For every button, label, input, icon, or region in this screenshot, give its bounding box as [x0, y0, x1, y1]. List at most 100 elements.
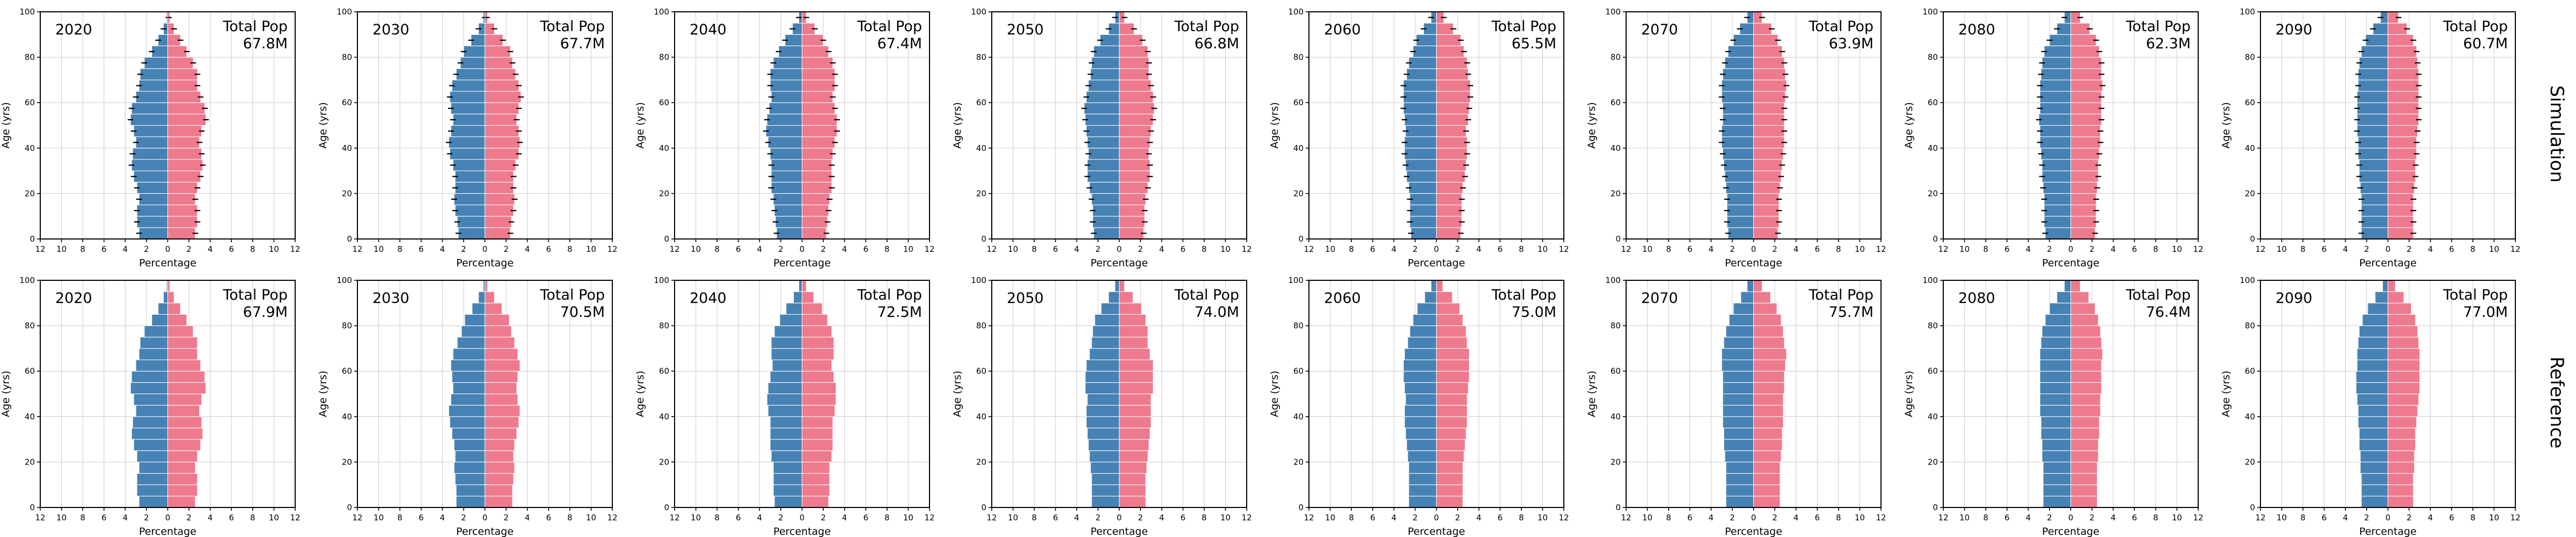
x-tick-label: 10 [586, 513, 596, 523]
x-tick-label: 4 [1476, 244, 1482, 254]
male-bar [1405, 159, 1437, 171]
x-axis-label: Percentage [2359, 257, 2417, 268]
y-tick-label: 0 [664, 234, 669, 244]
male-bar [2358, 148, 2388, 160]
female-bar [485, 45, 511, 58]
male-bar [2043, 182, 2072, 194]
x-tick-label: 4 [2428, 513, 2433, 523]
x-tick-label: 6 [1053, 244, 1058, 254]
male-bar [1408, 484, 1437, 497]
x-tick-label: 8 [80, 244, 85, 254]
male-bar [138, 348, 168, 360]
x-axis-label: Percentage [456, 257, 514, 268]
male-bar [1086, 405, 1119, 417]
total-pop-value: 76.4M [2146, 304, 2191, 321]
male-bar [1404, 136, 1437, 149]
y-axis-label: Age (yrs) [317, 371, 329, 417]
female-bar [167, 325, 194, 338]
pyramid-cell-simulation-2080: 12 10 8 6 4 2 0 2 4 6 8 10 12 0 20 40 60 80 100 Percentage A… [1903, 0, 2220, 268]
male-bar [1404, 148, 1437, 160]
x-tick-label: 4 [757, 244, 763, 254]
female-bar [1119, 193, 1146, 206]
x-tick-label: 2 [503, 244, 509, 254]
female-bar [2070, 325, 2101, 338]
y-tick-label: 40 [659, 412, 669, 422]
x-tick-label: 0 [482, 244, 488, 254]
female-bar [1119, 79, 1152, 92]
x-tick-label: 6 [546, 513, 551, 523]
female-bar [802, 79, 836, 92]
population-pyramid-reference-2030: 12 10 8 6 4 2 0 2 4 6 8 10 12020406080100PercentageA… [317, 275, 618, 537]
x-tick-label: 8 [884, 244, 890, 254]
x-tick-label: 12 [986, 513, 997, 523]
x-tick-label: 2 [821, 244, 826, 254]
y-tick-label: 40 [659, 143, 669, 153]
x-tick-label: 10 [1325, 244, 1335, 254]
female-bar [2388, 79, 2419, 92]
male-bar [2361, 227, 2388, 240]
male-bar [472, 302, 485, 315]
male-bar [452, 382, 486, 395]
female-bar [2070, 461, 2098, 474]
x-tick-label: 4 [2111, 244, 2116, 254]
x-tick-label: 10 [1642, 513, 1652, 523]
male-bar [1733, 34, 1754, 46]
x-tick-label: 10 [1325, 513, 1335, 523]
x-tick-label: 10 [1855, 513, 1865, 523]
x-tick-label: 10 [903, 244, 913, 254]
x-tick-label: 12 [1938, 513, 1948, 523]
x-tick-label: 12 [2510, 513, 2520, 523]
year-label: 2020 [55, 290, 92, 307]
female-bar [1436, 136, 1468, 149]
female-bar [167, 427, 203, 440]
x-tick-label: 8 [1666, 244, 1671, 254]
x-tick-label: 4 [1159, 513, 1165, 523]
x-tick-label: 6 [2004, 244, 2010, 254]
male-bar [799, 280, 802, 292]
y-tick-label: 40 [1928, 412, 1938, 422]
male-bar [140, 68, 169, 81]
female-bar [802, 371, 835, 383]
x-tick-label: 2 [1138, 513, 1143, 523]
male-bar [464, 314, 485, 326]
x-axis-label: Percentage [1091, 526, 1148, 537]
female-bar [1753, 427, 1783, 440]
female-bar [1119, 125, 1152, 137]
pyramid-cell-reference-2080: 12 10 8 6 4 2 0 2 4 6 8 10 12 0 20 40 60 80 100 Percentage A… [1903, 268, 2220, 537]
y-tick-label: 20 [1293, 188, 1304, 198]
y-tick-label: 100 [2240, 275, 2255, 285]
female-bar [802, 102, 836, 114]
y-tick-label: 0 [347, 503, 352, 512]
female-bar [2388, 91, 2419, 103]
female-bar [167, 159, 203, 171]
female-bar [802, 34, 824, 46]
male-bar [1408, 57, 1437, 69]
x-tick-label: 12 [924, 244, 934, 254]
female-bar [802, 216, 828, 228]
x-axis-label: Percentage [1408, 257, 1465, 268]
male-bar [1408, 496, 1437, 508]
y-tick-label: 20 [1928, 188, 1938, 198]
female-bar [2070, 450, 2099, 462]
x-tick-label: 6 [1180, 244, 1185, 254]
male-bar [793, 291, 803, 303]
pyramid-cell-reference-2050: 12 10 8 6 4 2 0 2 4 6 8 10 12 0 20 40 60 80 100 Percentage A… [952, 268, 1269, 537]
x-tick-label: 12 [924, 513, 934, 523]
x-tick-label: 10 [1538, 244, 1548, 254]
female-bar [2388, 371, 2420, 383]
x-tick-label: 2 [2047, 513, 2052, 523]
male-bar [1431, 280, 1437, 292]
male-bar [2041, 57, 2071, 69]
female-bar [1436, 394, 1468, 406]
female-bar [802, 337, 835, 349]
x-tick-label: 4 [1709, 513, 1714, 523]
x-tick-label: 4 [123, 513, 128, 523]
total-pop-value: 67.9M [243, 304, 288, 321]
x-tick-label: 10 [1220, 244, 1231, 254]
male-bar [770, 427, 803, 440]
female-bar [1753, 280, 1762, 292]
female-bar [167, 216, 198, 228]
female-bar [1753, 45, 1783, 58]
x-tick-label: 12 [1621, 244, 1631, 254]
x-axis-label: Percentage [2042, 526, 2099, 537]
